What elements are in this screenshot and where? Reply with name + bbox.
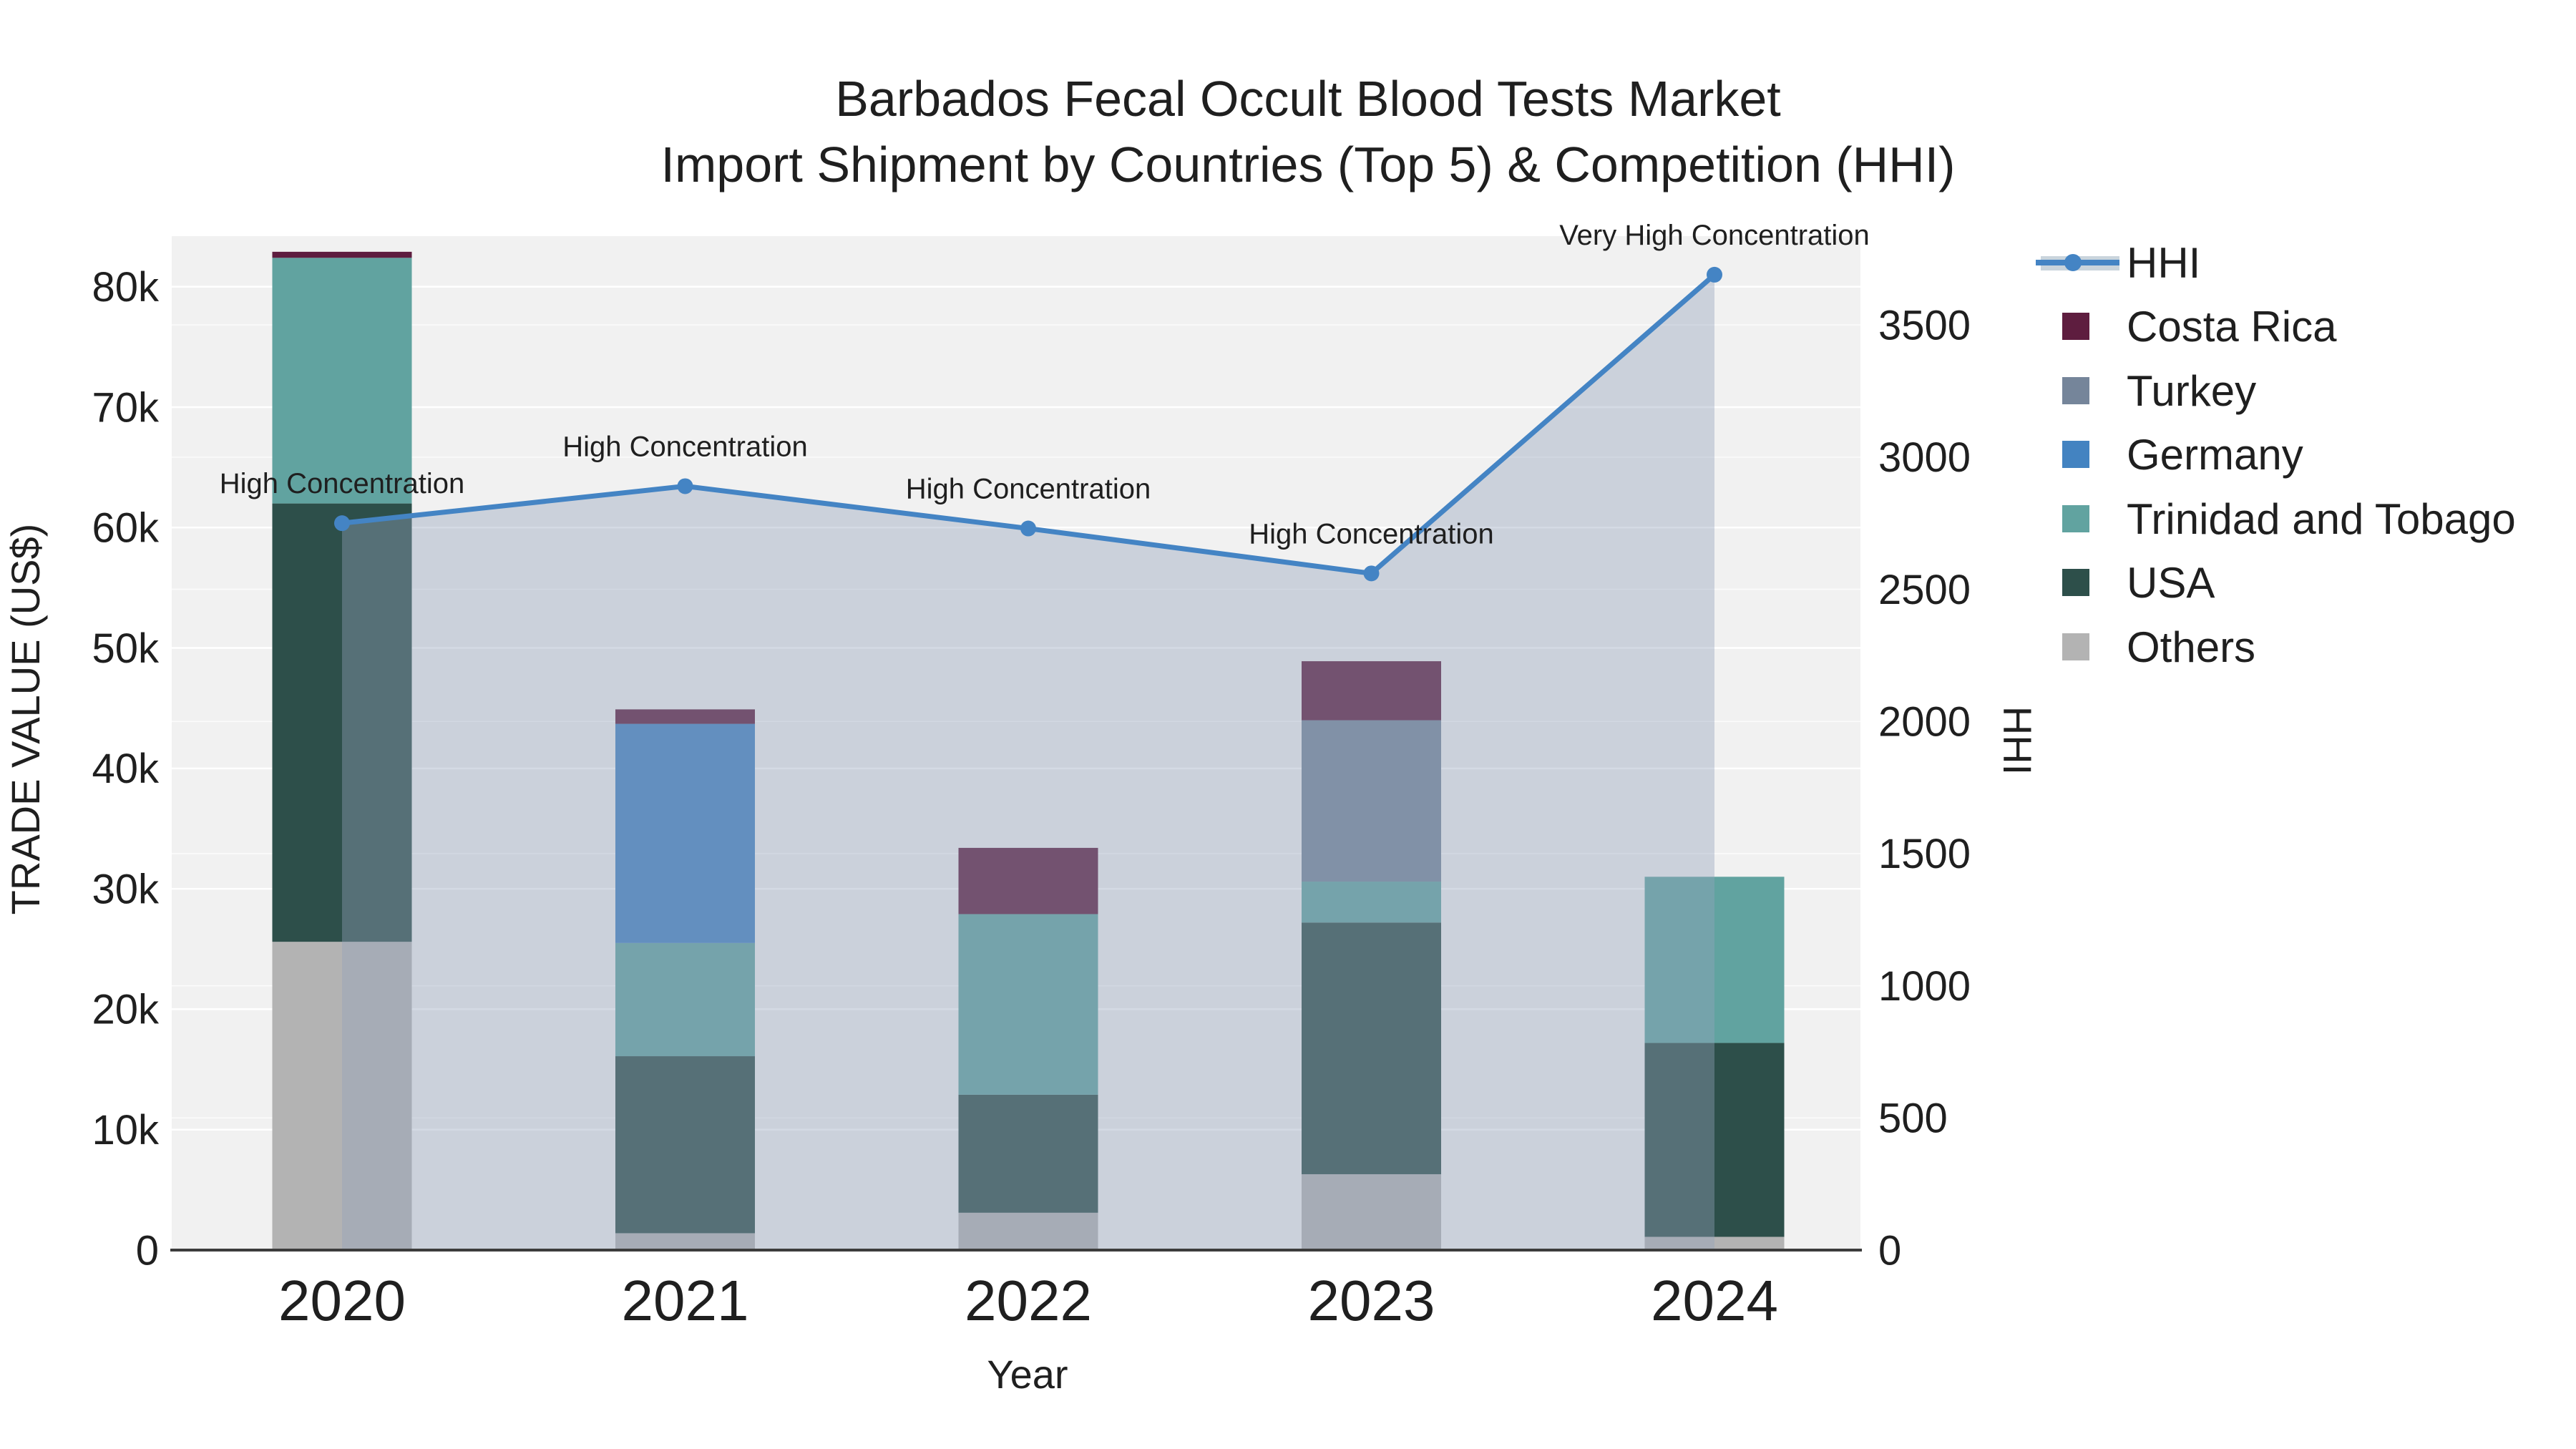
y-left-tick-labels: 0 10k 20k 30k 40k 50k 60k 70k 80k bbox=[92, 264, 160, 1274]
x-tick: 2024 bbox=[1651, 1269, 1778, 1332]
legend-label: HHI bbox=[2127, 239, 2200, 287]
bar-segment bbox=[1644, 877, 1785, 1043]
bar-segment bbox=[272, 258, 412, 504]
legend-item-turkey[interactable]: Turkey bbox=[2062, 367, 2256, 415]
x-tick: 2021 bbox=[622, 1269, 749, 1332]
annotation-label: High Concentration bbox=[562, 431, 807, 462]
y-left-tick: 70k bbox=[92, 384, 160, 431]
x-tick: 2023 bbox=[1308, 1269, 1435, 1332]
bar-segment bbox=[1644, 1043, 1785, 1237]
legend-label: Trinidad and Tobago bbox=[2127, 495, 2516, 543]
bar-segment bbox=[958, 1094, 1098, 1213]
legend-label: Costa Rica bbox=[2127, 303, 2337, 351]
y-right-tick: 500 bbox=[1878, 1096, 1948, 1142]
legend-label: Turkey bbox=[2127, 367, 2256, 415]
legend-label: Germany bbox=[2127, 431, 2303, 479]
annotation-label: Very High Concentration bbox=[1559, 220, 1870, 251]
chart-title-line2: Import Shipment by Countries (Top 5) & C… bbox=[661, 137, 1956, 192]
y-left-tick: 30k bbox=[92, 866, 160, 912]
hhi-marker bbox=[334, 515, 350, 532]
hhi-marker bbox=[677, 478, 693, 494]
hhi-marker bbox=[1020, 520, 1036, 537]
chart-title-line1: Barbados Fecal Occult Blood Tests Market bbox=[835, 71, 1781, 127]
y-right-axis-title: HHI bbox=[1995, 706, 2040, 775]
legend-item-others[interactable]: Others bbox=[2062, 623, 2255, 671]
y-left-tick: 0 bbox=[136, 1227, 159, 1274]
y-left-tick: 10k bbox=[92, 1107, 160, 1153]
hhi-marker bbox=[1363, 565, 1380, 582]
y-left-tick: 60k bbox=[92, 505, 160, 552]
bar-segment bbox=[615, 709, 755, 724]
annotation-label: High Concentration bbox=[1249, 518, 1493, 550]
y-right-tick-labels: 0 500 1000 1500 2000 2500 3000 3500 bbox=[1878, 302, 1971, 1274]
legend-swatch bbox=[2062, 505, 2089, 532]
bar-segment bbox=[1302, 882, 1441, 923]
x-tick: 2020 bbox=[278, 1269, 406, 1332]
legend-swatch bbox=[2062, 633, 2089, 660]
legend-item-usa[interactable]: USA bbox=[2062, 559, 2215, 607]
bar-segment bbox=[615, 723, 755, 943]
bar-segment bbox=[1302, 1174, 1441, 1250]
legend-item-hhi[interactable]: HHI bbox=[2036, 239, 2200, 287]
x-axis-title: Year bbox=[987, 1352, 1068, 1397]
legend-item-germany[interactable]: Germany bbox=[2062, 431, 2303, 479]
x-tick: 2022 bbox=[965, 1269, 1092, 1332]
y-left-tick: 20k bbox=[92, 987, 160, 1033]
hhi-area-fill bbox=[342, 274, 1714, 1251]
y-right-tick: 0 bbox=[1878, 1227, 1901, 1274]
y-left-axis-title: TRADE VALUE (US$) bbox=[3, 524, 48, 915]
bar-segment bbox=[1302, 922, 1441, 1174]
y-right-tick: 2000 bbox=[1878, 699, 1971, 746]
bar-segment bbox=[1302, 661, 1441, 721]
bar-segment bbox=[272, 942, 412, 1250]
bar-segment bbox=[1644, 1236, 1785, 1250]
y-left-tick: 50k bbox=[92, 625, 160, 672]
y-left-tick: 80k bbox=[92, 264, 160, 311]
y-right-tick: 3500 bbox=[1878, 302, 1971, 348]
x-tick-labels: 2020 2021 2022 2023 2024 bbox=[278, 1269, 1778, 1332]
y-right-tick: 1500 bbox=[1878, 831, 1971, 877]
y-right-tick: 1000 bbox=[1878, 963, 1971, 1010]
legend-swatch bbox=[2062, 569, 2089, 596]
y-right-tick: 3000 bbox=[1878, 434, 1971, 481]
annotations: High Concentration High Concentration High… bbox=[220, 220, 1870, 550]
annotation-label: High Concentration bbox=[220, 468, 464, 499]
bar-segment bbox=[958, 847, 1098, 914]
annotation-label: High Concentration bbox=[906, 474, 1151, 505]
legend-label: Others bbox=[2127, 623, 2255, 671]
legend-swatch bbox=[2062, 377, 2089, 404]
bar-segment bbox=[615, 1056, 755, 1234]
bar-segment bbox=[958, 914, 1098, 1095]
hhi-marker bbox=[1707, 266, 1722, 283]
bar-segment bbox=[272, 503, 412, 942]
y-left-tick: 40k bbox=[92, 746, 160, 792]
legend: HHI Costa Rica Turkey Germany Trinidad a… bbox=[2036, 239, 2516, 671]
bar-segment bbox=[958, 1212, 1098, 1250]
bar-segment bbox=[272, 251, 412, 258]
legend-swatch bbox=[2062, 313, 2089, 340]
legend-label: USA bbox=[2127, 559, 2215, 607]
bar-segment bbox=[615, 1233, 755, 1250]
bar-segment bbox=[1302, 720, 1441, 882]
bar-series bbox=[272, 251, 1785, 1250]
bar-segment bbox=[615, 942, 755, 1057]
hhi-marker-swatch bbox=[2064, 254, 2082, 271]
y-right-tick: 2500 bbox=[1878, 567, 1971, 613]
hhi-markers bbox=[334, 266, 1722, 582]
legend-item-trinidad-and-tobago[interactable]: Trinidad and Tobago bbox=[2062, 495, 2516, 543]
legend-item-costa-rica[interactable]: Costa Rica bbox=[2062, 303, 2337, 351]
legend-swatch bbox=[2062, 441, 2089, 468]
